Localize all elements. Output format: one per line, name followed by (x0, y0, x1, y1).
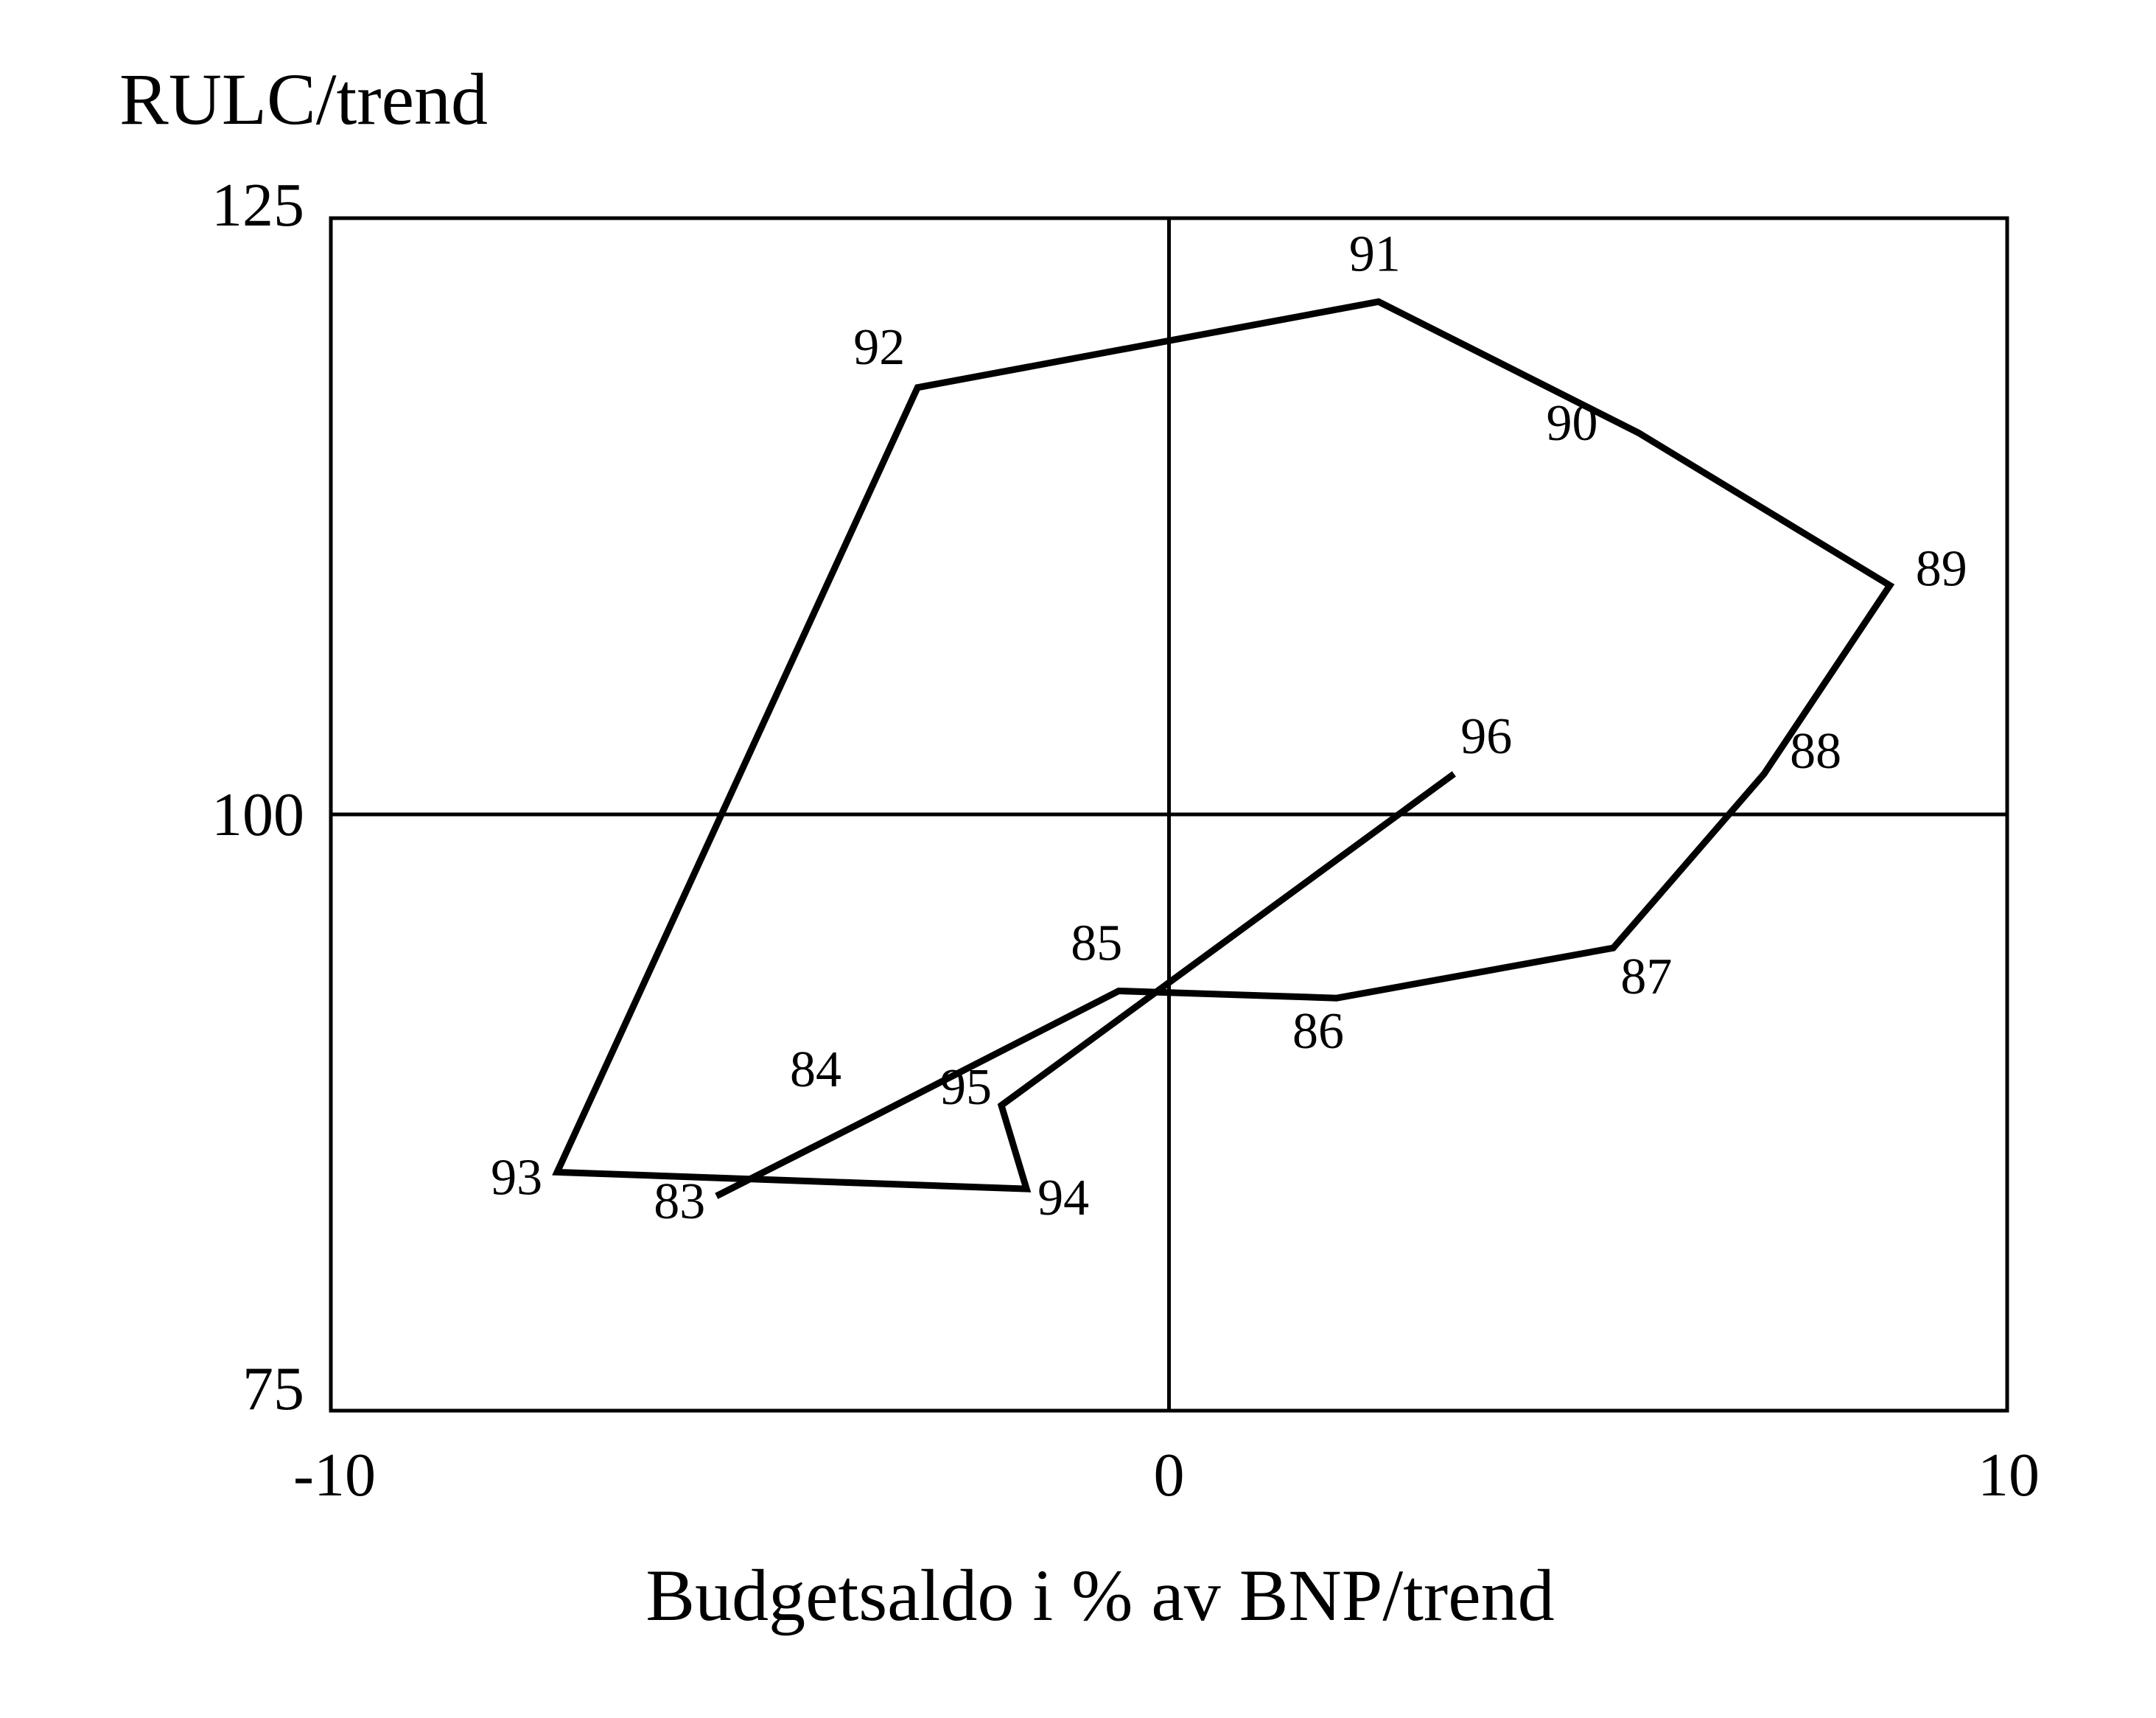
point-label-95: 95 (940, 1059, 992, 1116)
series-line (552, 298, 1895, 1199)
y-tick-label: 125 (211, 171, 304, 240)
point-label-91: 91 (1349, 226, 1401, 282)
y-axis-title: RULC/trend (119, 58, 488, 140)
y-tick-label: 100 (211, 781, 304, 849)
point-label-94: 94 (1037, 1170, 1089, 1226)
point-label-87: 87 (1620, 949, 1672, 1005)
point-label-89: 89 (1916, 540, 1967, 597)
point-label-85: 85 (1071, 915, 1122, 971)
point-label-96: 96 (1460, 708, 1512, 765)
x-axis-title: Budgetsaldo i % av BNP/trend (645, 1554, 1554, 1636)
point-label-84: 84 (790, 1041, 841, 1098)
point-label-88: 88 (1790, 723, 1841, 780)
point-label-93: 93 (491, 1149, 542, 1206)
point-label-83: 83 (654, 1173, 705, 1230)
y-tick-label: 75 (242, 1355, 304, 1423)
reference-lines-layer (331, 218, 2007, 1411)
tick-labels-layer: -10 0 10 75 100 125 (211, 171, 2040, 1509)
point-labels-layer: 83 84 85 86 87 88 89 90 91 92 93 94 95 96 (491, 226, 1967, 1230)
x-tick-label: 0 (1154, 1441, 1185, 1509)
point-label-92: 92 (853, 319, 905, 376)
x-tick-label: -10 (293, 1441, 376, 1509)
point-label-90: 90 (1547, 395, 1598, 452)
point-label-86: 86 (1292, 1003, 1344, 1060)
x-tick-label: 10 (1978, 1441, 2040, 1509)
series-layer (552, 298, 1895, 1199)
